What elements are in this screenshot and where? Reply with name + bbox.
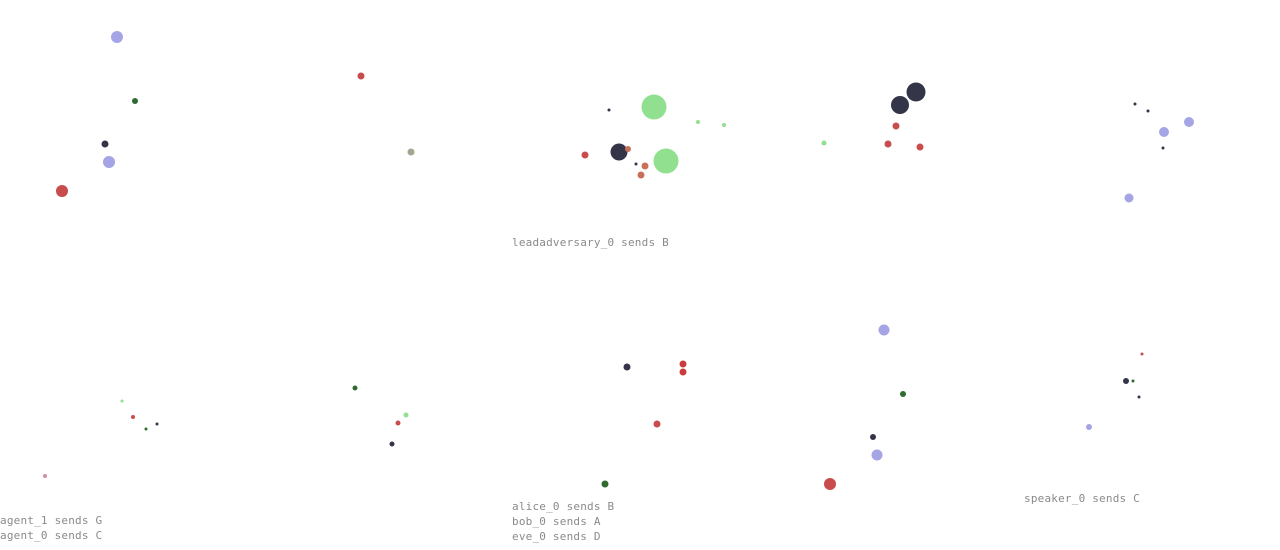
panel-bottom-3 bbox=[601, 360, 687, 488]
landmark-dot bbox=[634, 162, 638, 166]
agent-dot bbox=[43, 474, 47, 478]
adversary-dot bbox=[870, 434, 876, 440]
landmark-dot bbox=[352, 385, 358, 391]
agent-dot bbox=[871, 449, 883, 461]
agent-dot bbox=[1184, 117, 1194, 127]
agent-dot bbox=[892, 122, 900, 130]
message-label-bottom-1: agent_1 sends G agent_0 sends C bbox=[0, 513, 102, 543]
landmark-dot bbox=[1140, 352, 1144, 356]
landmark-dot bbox=[607, 108, 611, 112]
message-line: agent_1 sends G bbox=[0, 514, 103, 527]
landmark-dot bbox=[144, 427, 148, 431]
landmark-dot bbox=[403, 412, 409, 418]
panel-top-4 bbox=[821, 82, 926, 151]
food-dot bbox=[821, 140, 827, 146]
food-dot bbox=[653, 148, 679, 174]
agent-dot bbox=[916, 143, 924, 151]
landmark-dot bbox=[357, 72, 365, 80]
food-dot bbox=[722, 123, 726, 127]
panel-bottom-5 bbox=[1086, 352, 1144, 430]
panel-bottom-4 bbox=[824, 324, 906, 490]
message-line: speaker_0 sends C bbox=[1024, 492, 1140, 505]
adversary-dot bbox=[906, 82, 926, 102]
food-dot bbox=[641, 94, 667, 120]
panel-top-2 bbox=[357, 72, 415, 156]
panel-bottom-2 bbox=[352, 385, 409, 447]
panel-top-3 bbox=[581, 94, 726, 179]
agent-dot bbox=[878, 324, 890, 336]
landmark-dot bbox=[1137, 395, 1141, 399]
panel-bottom-1 bbox=[43, 399, 159, 478]
message-line: agent_0 sends C bbox=[0, 529, 103, 542]
landmark-dot bbox=[407, 148, 415, 156]
agent-dot bbox=[131, 415, 135, 419]
message-line: eve_0 sends D bbox=[512, 530, 601, 543]
landmark-dot bbox=[1133, 102, 1137, 106]
landmark-dot bbox=[601, 480, 609, 488]
agent-dot bbox=[679, 368, 687, 376]
message-label-bottom-3: alice_0 sends B bob_0 sends A eve_0 send… bbox=[512, 499, 614, 544]
agent-dot bbox=[653, 420, 661, 428]
food-dot bbox=[696, 120, 700, 124]
message-line: leadadversary_0 sends B bbox=[512, 236, 669, 249]
adversary-dot bbox=[56, 185, 68, 197]
agent-dot bbox=[389, 441, 395, 447]
panel-top-1 bbox=[56, 31, 138, 197]
agent-dot bbox=[625, 146, 631, 152]
agent-dot bbox=[1124, 193, 1134, 203]
adversary-dot bbox=[610, 143, 628, 161]
agent-dot bbox=[884, 140, 892, 148]
adversary-dot bbox=[581, 151, 589, 159]
agent-dot bbox=[637, 171, 645, 179]
landmark-dot bbox=[155, 422, 159, 426]
adversary-dot bbox=[101, 140, 109, 148]
agent-dot bbox=[679, 360, 687, 368]
agent-dot bbox=[1123, 378, 1129, 384]
landmark-dot bbox=[900, 391, 906, 397]
landmark-dot bbox=[1146, 109, 1150, 113]
landmark-dot bbox=[1161, 146, 1165, 150]
agent-dot bbox=[395, 420, 401, 426]
landmark-dot bbox=[120, 399, 124, 403]
agent-dot bbox=[111, 31, 123, 43]
landmark-dot bbox=[1131, 379, 1135, 383]
landmark-dot bbox=[132, 98, 138, 104]
landmark-dot bbox=[824, 478, 836, 490]
message-label-top-3: leadadversary_0 sends B bbox=[512, 235, 669, 250]
agent-dot bbox=[641, 162, 649, 170]
panel-top-5 bbox=[1124, 102, 1194, 203]
agent-dot bbox=[1159, 127, 1169, 137]
adversary-dot bbox=[891, 96, 909, 114]
message-line: alice_0 sends B bbox=[512, 500, 615, 513]
agent-dot bbox=[103, 156, 115, 168]
message-line: bob_0 sends A bbox=[512, 515, 601, 528]
message-label-bottom-5: speaker_0 sends C bbox=[1024, 491, 1140, 506]
agent-dot bbox=[623, 363, 631, 371]
agent-dot bbox=[1086, 424, 1092, 430]
